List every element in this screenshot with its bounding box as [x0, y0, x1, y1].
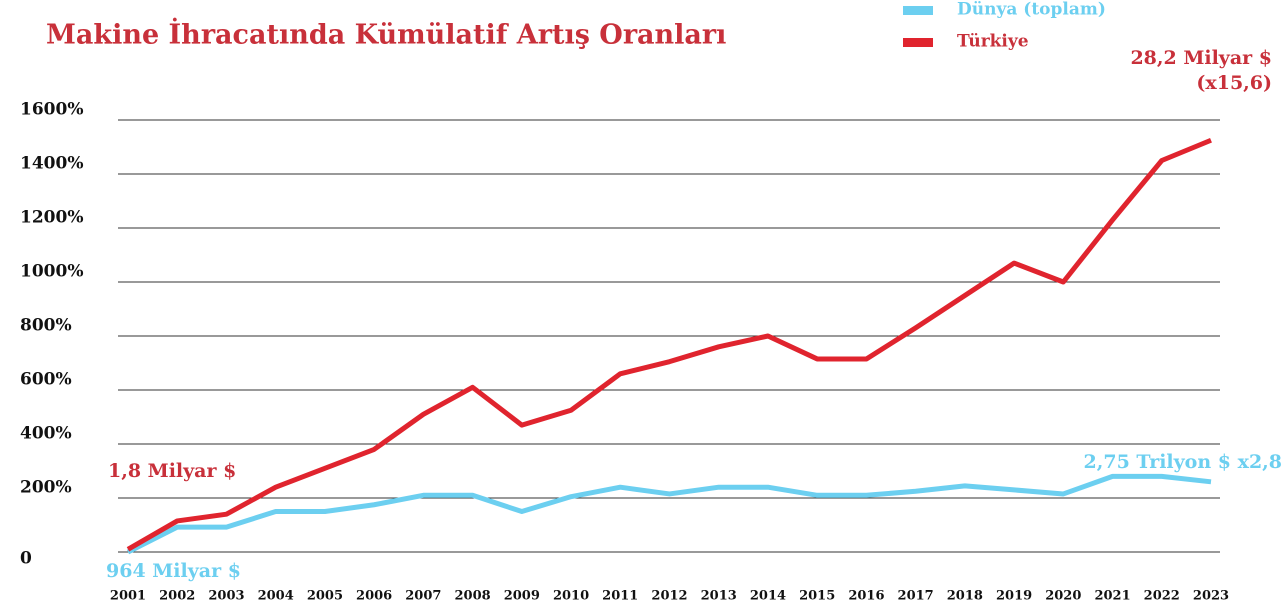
x-tick-label: 2007: [405, 589, 441, 603]
x-tick-label: 2014: [750, 589, 786, 603]
y-tick-label: 1200%: [20, 208, 83, 228]
x-tick-label: 2019: [996, 589, 1032, 603]
y-tick-label: 1000%: [20, 262, 83, 282]
y-tick-label: 400%: [20, 424, 72, 444]
annotation: 28,2 Milyar $: [1130, 47, 1272, 69]
x-tick-label: 2005: [307, 589, 343, 603]
x-tick-label: 2020: [1045, 589, 1081, 603]
legend-label: Dünya (toplam): [957, 0, 1106, 20]
line-series: [126, 473, 1212, 555]
x-tick-label: 2013: [701, 589, 737, 603]
x-tick-label: 2010: [553, 589, 589, 603]
x-tick-label: 2006: [356, 589, 392, 603]
legend-swatch: [903, 6, 933, 15]
y-tick-label: 800%: [20, 316, 72, 336]
x-tick-label: 2001: [110, 589, 146, 603]
x-tick-label: 2016: [848, 589, 884, 603]
x-tick-label: 2003: [208, 589, 244, 603]
x-tick-label: 2018: [947, 589, 983, 603]
line-series: [126, 137, 1212, 552]
annotation: 2,75 Trilyon $ x2,8: [1084, 451, 1282, 473]
x-tick-label: 2002: [159, 589, 195, 603]
y-tick-label: 600%: [20, 370, 72, 390]
y-tick-label: 0: [20, 549, 32, 569]
x-tick-label: 2004: [258, 589, 294, 603]
y-tick-label: 200%: [20, 478, 72, 498]
x-tick-label: 2009: [504, 589, 540, 603]
x-tick-label: 2015: [799, 589, 835, 603]
x-tick-label: 2008: [454, 589, 490, 603]
legend-swatch: [903, 38, 933, 47]
legend-label: Türkiye: [957, 32, 1029, 52]
x-tick-label: 2017: [898, 589, 934, 603]
x-tick-label: 2012: [651, 589, 687, 603]
annotation: 964 Milyar $: [106, 560, 241, 582]
x-tick-label: 2011: [602, 589, 638, 603]
x-tick-label: 2021: [1094, 589, 1130, 603]
y-tick-label: 1400%: [20, 154, 83, 174]
annotation: (x15,6): [1196, 72, 1272, 94]
chart-title: Makine İhracatında Kümülatif Artış Oranl…: [46, 17, 726, 51]
x-tick-label: 2023: [1193, 589, 1229, 603]
annotation: 1,8 Milyar $: [108, 460, 236, 482]
y-tick-label: 1600%: [20, 100, 83, 120]
x-tick-label: 2022: [1144, 589, 1180, 603]
